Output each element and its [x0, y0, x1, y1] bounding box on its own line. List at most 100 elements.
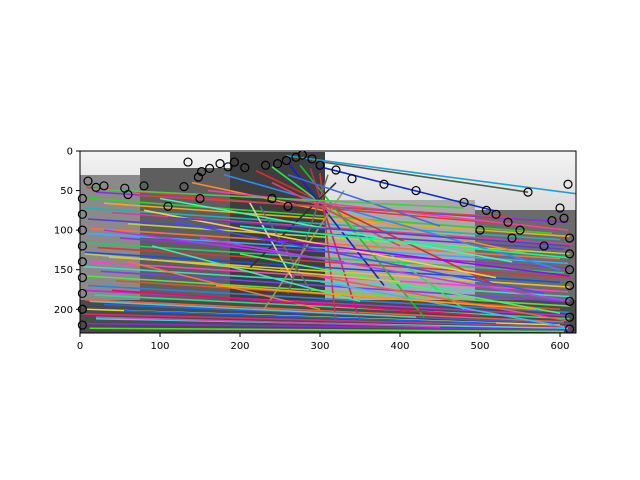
match-line	[319, 166, 497, 212]
match-line	[287, 162, 385, 287]
keypoint-marker	[564, 233, 575, 243]
match-line	[111, 211, 573, 246]
keypoint-marker	[77, 193, 88, 204]
match-line	[135, 194, 513, 219]
feature-match-lines	[83, 154, 576, 333]
keypoint-marker	[564, 249, 575, 259]
match-line	[91, 227, 561, 260]
y-tick-label: 100	[54, 226, 73, 237]
x-tick-label: 200	[230, 341, 249, 352]
keypoint-marker	[163, 201, 173, 211]
match-line	[94, 294, 570, 320]
keypoint-marker	[281, 155, 291, 166]
match-line	[83, 241, 565, 274]
keypoint-marker	[564, 296, 575, 306]
match-line	[223, 173, 561, 271]
keypoint-marker	[77, 241, 88, 251]
keypoint-marker	[267, 193, 277, 204]
keypoint-marker	[195, 193, 205, 204]
keypoint-marker	[559, 213, 569, 223]
keypoint-marker	[215, 159, 225, 169]
x-tick-label: 300	[310, 341, 329, 352]
keypoint-marker	[547, 216, 557, 226]
keypoint-marker	[77, 320, 88, 330]
keypoint-marker	[411, 185, 421, 196]
keypoint-marker	[261, 160, 271, 170]
match-line	[311, 159, 529, 193]
keypoint-marker	[491, 209, 501, 219]
keypoint-marker	[347, 174, 357, 184]
keypoint-marker	[197, 166, 207, 177]
keypoint-marker	[179, 182, 189, 192]
match-line	[143, 209, 497, 279]
keypoint-marker	[307, 154, 317, 164]
match-line	[263, 237, 570, 277]
y-tick-label: 150	[54, 265, 73, 276]
y-tick-label: 50	[60, 186, 73, 197]
match-line	[319, 173, 337, 322]
match-line	[259, 205, 313, 294]
x-tick-label: 600	[550, 341, 569, 352]
match-line	[319, 280, 565, 328]
match-line	[86, 275, 570, 307]
y-tick-label: 0	[67, 147, 73, 158]
keypoint-marker	[77, 209, 88, 219]
x-axis-ticks: 0 100 200 300 400 500 600	[77, 333, 570, 352]
match-line	[271, 181, 401, 247]
match-line	[95, 316, 441, 328]
keypoint-marker	[183, 157, 193, 167]
match-line	[287, 174, 329, 294]
keypoint-marker	[77, 257, 88, 267]
keypoint-marker	[475, 225, 485, 235]
match-line	[83, 313, 570, 328]
keypoint-marker	[331, 165, 341, 175]
keypoint-marker	[99, 181, 109, 191]
keypoint-marker	[77, 273, 88, 283]
keypoint-marker	[315, 160, 325, 170]
keypoint-marker	[291, 152, 301, 162]
match-line	[87, 284, 570, 314]
keypoint-marker	[564, 265, 575, 275]
match-line	[84, 251, 561, 284]
keypoint-marker	[139, 181, 149, 191]
keypoint-marker	[123, 189, 133, 200]
x-tick-label: 100	[150, 341, 169, 352]
keypoint-marker	[503, 217, 513, 227]
match-line	[89, 327, 565, 333]
match-line	[167, 216, 570, 247]
keypoint-marker	[564, 312, 575, 322]
match-line	[175, 221, 545, 295]
x-tick-label: 500	[470, 341, 489, 352]
match-line	[89, 197, 553, 235]
keypoint-marker	[555, 203, 565, 213]
keypoint-marker	[205, 163, 215, 174]
keypoint-marker	[523, 187, 533, 197]
keypoint-marker	[283, 201, 293, 211]
match-line	[215, 284, 537, 311]
match-line	[239, 253, 561, 315]
match-line	[199, 237, 570, 303]
keypoint-marker	[539, 241, 549, 251]
keypoint-markers	[77, 150, 575, 334]
y-axis-ticks: 0 50 100 150 200	[54, 147, 80, 316]
keypoint-marker	[379, 179, 389, 189]
keypoint-marker	[563, 179, 573, 189]
x-tick-label: 400	[390, 341, 409, 352]
keypoint-marker	[481, 205, 491, 215]
match-line	[127, 223, 570, 255]
match-line	[103, 229, 345, 263]
keypoint-marker	[515, 225, 525, 235]
match-line	[84, 322, 570, 331]
match-line	[123, 310, 497, 325]
axes-frame	[79, 150, 577, 334]
match-line	[92, 188, 465, 209]
keypoint-marker	[229, 157, 239, 167]
match-line	[119, 237, 570, 269]
match-line	[84, 298, 565, 323]
keypoint-marker	[240, 163, 250, 173]
keypoint-marker	[223, 162, 233, 172]
keypoint-marker	[83, 176, 93, 186]
match-line	[239, 225, 570, 259]
keypoint-marker	[507, 233, 517, 243]
